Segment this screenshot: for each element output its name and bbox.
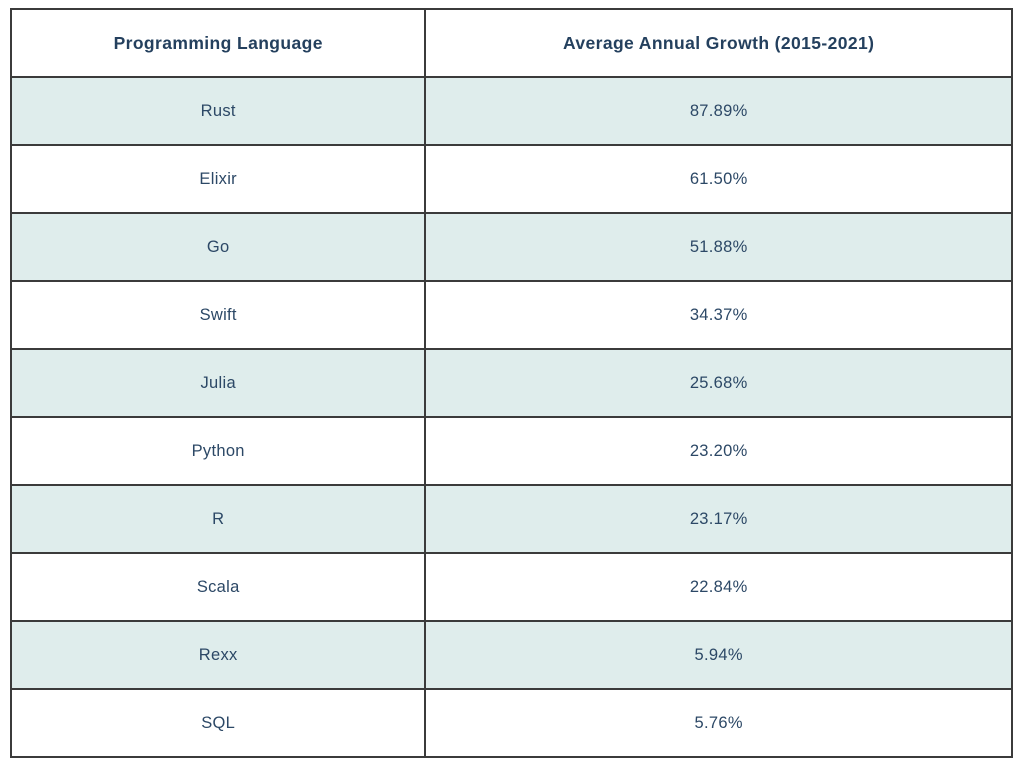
growth-cell: 87.89%	[424, 76, 1013, 146]
table-row: Elixir 61.50%	[9, 144, 1013, 214]
language-cell: Go	[9, 212, 427, 282]
growth-cell: 51.88%	[424, 212, 1013, 282]
growth-cell: 5.76%	[424, 688, 1013, 758]
header-cell-growth: Average Annual Growth (2015-2021)	[424, 8, 1013, 78]
table-row: Swift 34.37%	[9, 280, 1013, 350]
table-row: SQL 5.76%	[9, 688, 1013, 758]
language-cell: Julia	[9, 348, 427, 418]
header-row: Programming Language Average Annual Grow…	[9, 8, 1013, 78]
language-cell: Elixir	[9, 144, 427, 214]
language-cell: Swift	[9, 280, 427, 350]
language-cell: Rust	[9, 76, 427, 146]
header-cell-language: Programming Language	[9, 8, 427, 78]
language-cell: Rexx	[9, 620, 427, 690]
growth-cell: 23.17%	[424, 484, 1013, 554]
growth-cell: 25.68%	[424, 348, 1013, 418]
growth-cell: 34.37%	[424, 280, 1013, 350]
language-cell: R	[9, 484, 427, 554]
growth-cell: 5.94%	[424, 620, 1013, 690]
table-row: Julia 25.68%	[9, 348, 1013, 418]
table-row: Scala 22.84%	[9, 552, 1013, 622]
table-row: Rust 87.89%	[9, 76, 1013, 146]
growth-cell: 61.50%	[424, 144, 1013, 214]
table-row: R 23.17%	[9, 484, 1013, 554]
table-row: Rexx 5.94%	[9, 620, 1013, 690]
growth-table-container: Programming Language Average Annual Grow…	[9, 8, 1013, 758]
language-cell: SQL	[9, 688, 427, 758]
table-row: Go 51.88%	[9, 212, 1013, 282]
language-growth-table: Programming Language Average Annual Grow…	[9, 8, 1013, 758]
table-row: Python 23.20%	[9, 416, 1013, 486]
growth-cell: 22.84%	[424, 552, 1013, 622]
growth-cell: 23.20%	[424, 416, 1013, 486]
language-cell: Python	[9, 416, 427, 486]
language-cell: Scala	[9, 552, 427, 622]
